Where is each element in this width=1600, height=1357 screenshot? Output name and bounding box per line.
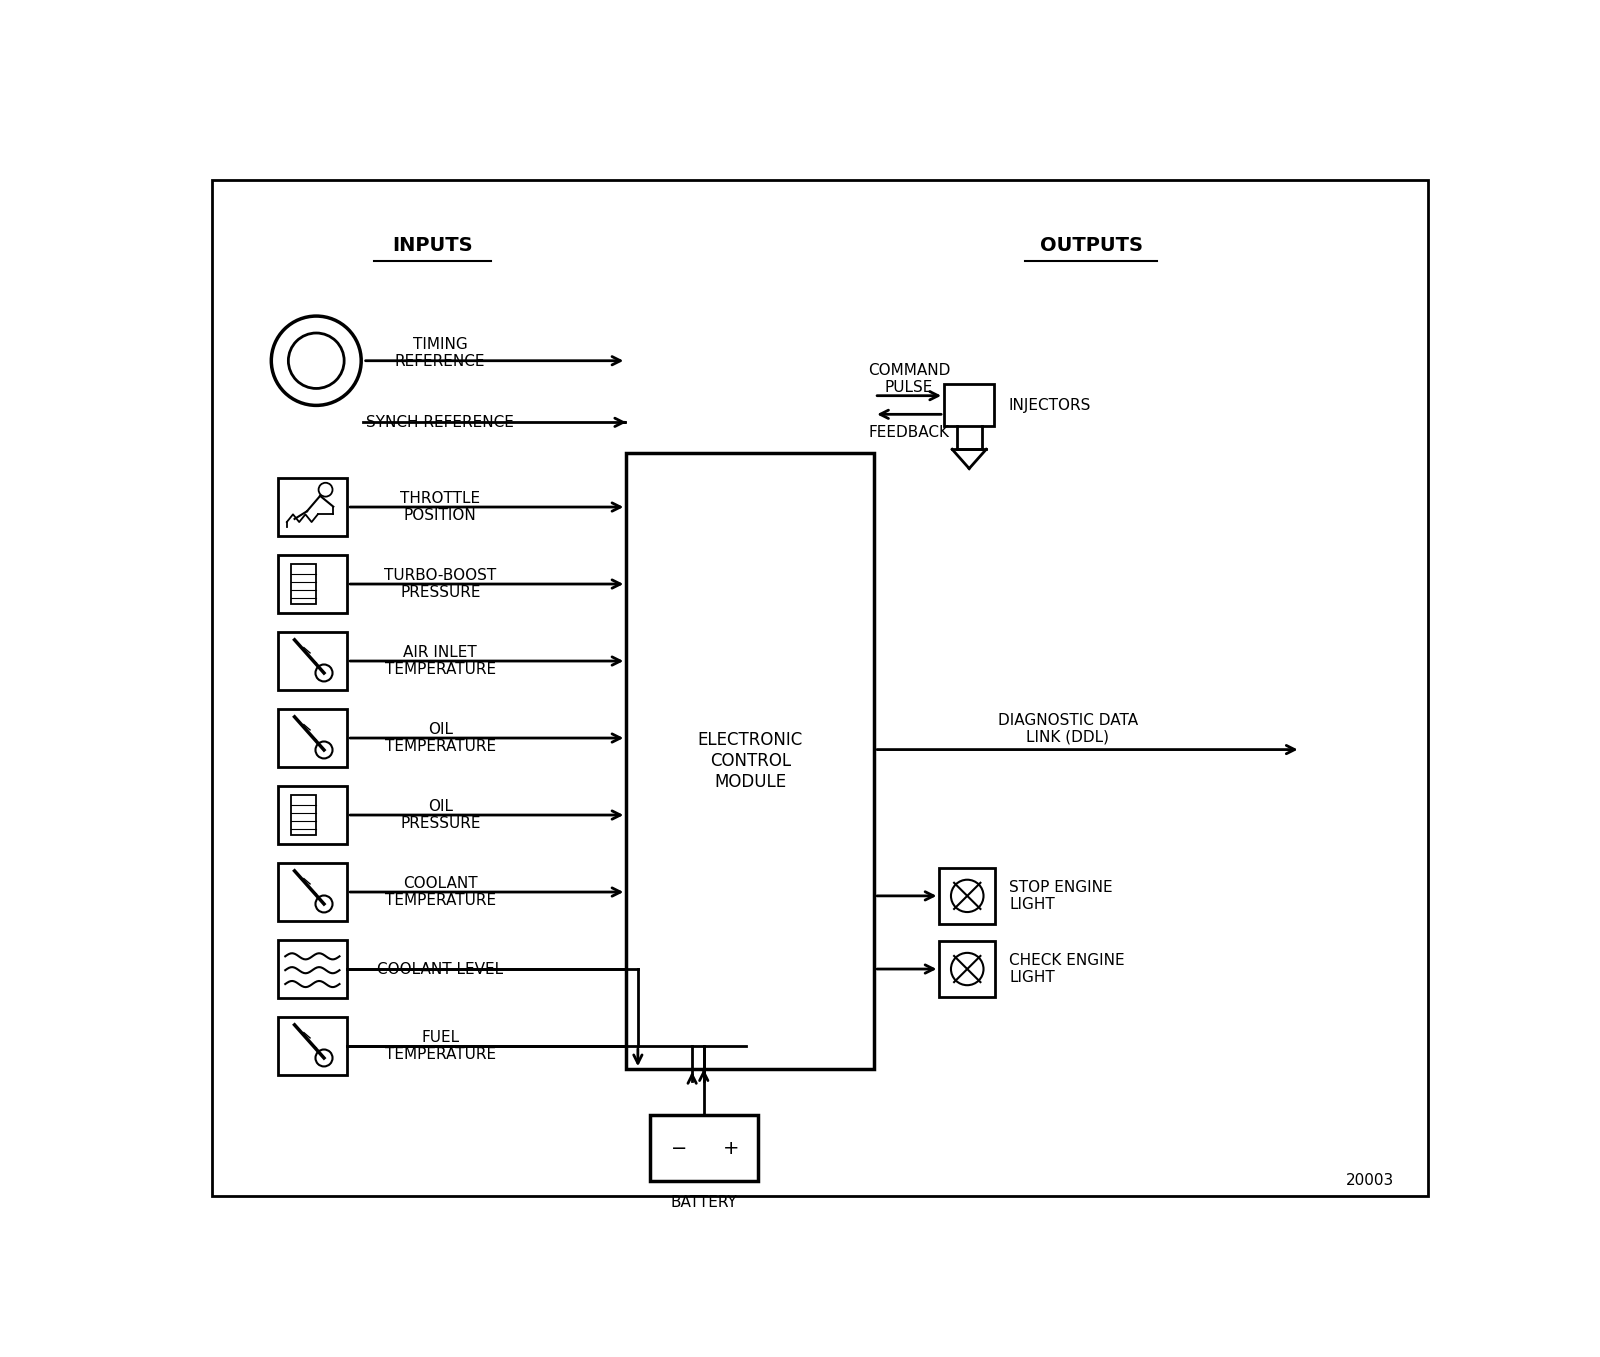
Bar xyxy=(277,863,347,921)
Circle shape xyxy=(288,332,344,388)
Bar xyxy=(650,1115,758,1181)
Circle shape xyxy=(950,953,984,985)
Text: TURBO-BOOST
PRESSURE: TURBO-BOOST PRESSURE xyxy=(384,567,496,600)
Text: COOLANT LEVEL: COOLANT LEVEL xyxy=(378,962,504,977)
Bar xyxy=(939,868,995,924)
Text: CHECK ENGINE
LIGHT: CHECK ENGINE LIGHT xyxy=(1010,953,1125,985)
Text: OIL
TEMPERATURE: OIL TEMPERATURE xyxy=(384,722,496,754)
Circle shape xyxy=(315,1049,333,1067)
Circle shape xyxy=(315,896,333,912)
Circle shape xyxy=(318,483,333,497)
Bar xyxy=(944,384,994,426)
Circle shape xyxy=(315,665,333,681)
Circle shape xyxy=(950,879,984,912)
Text: FEEDBACK: FEEDBACK xyxy=(869,425,950,440)
Text: THROTTLE
POSITION: THROTTLE POSITION xyxy=(400,491,480,524)
Circle shape xyxy=(315,741,333,759)
Text: FUEL
TEMPERATURE: FUEL TEMPERATURE xyxy=(384,1030,496,1063)
Text: TIMING
REFERENCE: TIMING REFERENCE xyxy=(395,337,485,369)
Text: AIR INLET
TEMPERATURE: AIR INLET TEMPERATURE xyxy=(384,645,496,677)
Text: SYNCH REFERENCE: SYNCH REFERENCE xyxy=(366,415,514,430)
Bar xyxy=(291,795,317,835)
Bar xyxy=(277,632,347,689)
Text: OIL
PRESSURE: OIL PRESSURE xyxy=(400,799,480,832)
Bar xyxy=(277,1018,347,1075)
Text: INJECTORS: INJECTORS xyxy=(1008,398,1091,413)
Text: 20003: 20003 xyxy=(1346,1174,1394,1189)
Text: STOP ENGINE
LIGHT: STOP ENGINE LIGHT xyxy=(1010,879,1112,912)
Bar xyxy=(277,478,347,536)
Bar xyxy=(626,453,874,1069)
Text: ELECTRONIC
CONTROL
MODULE: ELECTRONIC CONTROL MODULE xyxy=(698,731,803,791)
Text: −: − xyxy=(670,1139,686,1158)
Text: OUTPUTS: OUTPUTS xyxy=(1040,236,1142,255)
Text: DIAGNOSTIC DATA
LINK (DDL): DIAGNOSTIC DATA LINK (DDL) xyxy=(998,712,1138,745)
Text: +: + xyxy=(723,1139,739,1158)
Text: COMMAND
PULSE: COMMAND PULSE xyxy=(867,362,950,395)
Text: BATTERY: BATTERY xyxy=(670,1196,738,1210)
Bar xyxy=(277,555,347,613)
Circle shape xyxy=(272,316,362,406)
Text: INPUTS: INPUTS xyxy=(392,236,474,255)
Text: COOLANT
TEMPERATURE: COOLANT TEMPERATURE xyxy=(384,875,496,908)
Bar xyxy=(277,710,347,767)
Bar xyxy=(291,563,317,604)
Bar xyxy=(939,942,995,997)
Bar xyxy=(277,786,347,844)
Bar xyxy=(277,940,347,997)
